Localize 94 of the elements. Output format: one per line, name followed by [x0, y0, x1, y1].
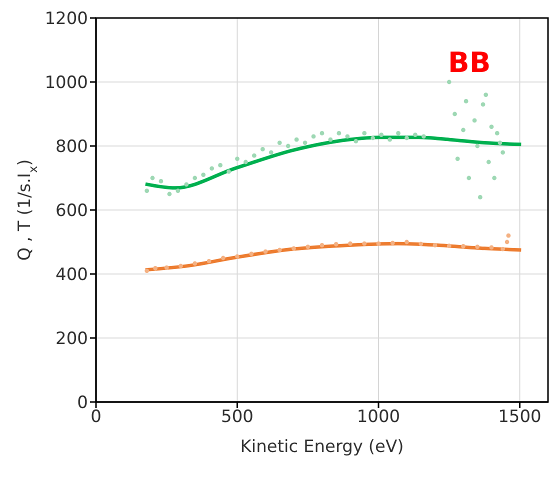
point	[480, 102, 486, 107]
point	[311, 134, 316, 139]
line-series	[144, 242, 523, 272]
point	[464, 99, 468, 104]
point	[150, 176, 155, 180]
point	[452, 112, 457, 116]
point	[362, 131, 367, 136]
y-tick-label: 1200	[44, 9, 88, 30]
point	[176, 188, 180, 193]
point	[500, 150, 505, 155]
point	[192, 176, 198, 180]
point	[455, 156, 460, 161]
point	[388, 137, 392, 142]
point	[390, 240, 395, 246]
point	[320, 243, 324, 248]
point	[498, 140, 502, 145]
point	[153, 266, 158, 270]
point	[370, 136, 376, 140]
y-tick-label: 200	[56, 329, 88, 350]
x-tick-label: 0	[90, 407, 102, 428]
annotation: BB	[448, 46, 491, 79]
point	[500, 246, 505, 252]
point	[404, 240, 409, 244]
point	[404, 136, 409, 140]
y-tick-label: 600	[56, 201, 88, 222]
point	[235, 254, 240, 259]
point	[472, 118, 477, 123]
y-tick-label: 1000	[44, 73, 88, 94]
point	[345, 134, 350, 139]
point	[379, 132, 384, 137]
x-axis-title: Kinetic Energy (eV)	[240, 437, 404, 457]
point	[432, 243, 438, 248]
point	[226, 169, 231, 174]
point	[184, 182, 189, 187]
point	[354, 139, 358, 144]
point	[475, 244, 480, 249]
point	[210, 166, 214, 171]
point	[320, 131, 324, 136]
point	[294, 137, 299, 142]
point	[461, 128, 466, 132]
x-tick-label: 1500	[498, 407, 542, 428]
point	[489, 124, 494, 129]
point	[461, 244, 466, 248]
point	[348, 241, 352, 246]
point	[302, 140, 308, 145]
point	[413, 132, 418, 137]
point	[201, 172, 206, 177]
point	[504, 240, 510, 244]
point	[286, 144, 290, 148]
point	[252, 153, 256, 158]
point	[277, 140, 282, 145]
point	[268, 150, 274, 155]
point	[277, 248, 282, 252]
x-tick-label: 500	[221, 407, 254, 428]
point	[336, 131, 342, 136]
point	[489, 245, 494, 250]
x-tick-label: 1000	[356, 407, 400, 428]
point	[144, 188, 150, 193]
point	[422, 134, 426, 139]
point	[220, 256, 226, 260]
point	[249, 252, 254, 256]
point	[144, 268, 150, 273]
point	[446, 80, 452, 84]
y-tick-label: 0	[77, 393, 88, 414]
point	[235, 156, 240, 161]
point	[158, 179, 164, 184]
y-tick-label: 400	[56, 265, 88, 286]
point	[218, 163, 222, 168]
point	[506, 233, 511, 238]
point	[492, 176, 497, 180]
point	[292, 246, 296, 251]
point	[260, 147, 265, 152]
point	[263, 249, 268, 254]
point	[206, 259, 212, 264]
point	[466, 176, 472, 180]
y-tick-label: 800	[56, 137, 88, 158]
point	[478, 195, 482, 200]
point	[306, 244, 310, 249]
point	[328, 137, 333, 142]
point	[484, 92, 488, 97]
point	[362, 241, 367, 246]
point	[164, 265, 169, 270]
point	[475, 144, 480, 148]
point	[178, 264, 183, 268]
point	[334, 242, 338, 246]
point	[494, 131, 500, 136]
point	[396, 131, 400, 136]
point	[418, 242, 424, 246]
point	[192, 261, 198, 266]
point	[446, 244, 452, 248]
point	[167, 192, 172, 196]
point	[244, 160, 248, 164]
point	[486, 160, 491, 164]
point	[376, 241, 381, 246]
